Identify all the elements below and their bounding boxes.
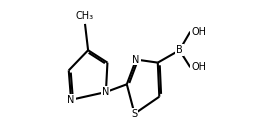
Text: B: B [176,45,183,55]
Text: OH: OH [191,27,206,37]
Text: N: N [102,87,110,97]
Text: N: N [67,95,75,105]
Text: OH: OH [191,62,206,72]
Text: CH₃: CH₃ [76,11,94,21]
Text: N: N [132,55,140,65]
Text: S: S [131,109,138,119]
